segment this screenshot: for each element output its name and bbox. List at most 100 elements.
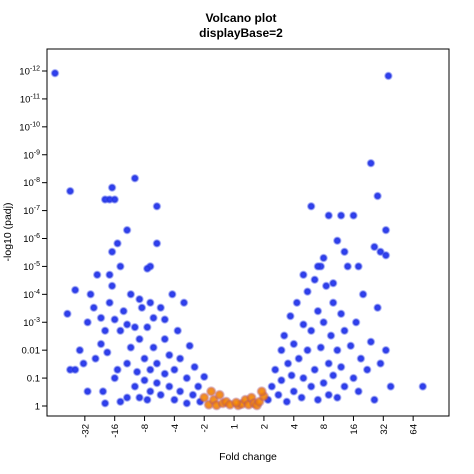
x-tick-label: 16 [349, 424, 360, 435]
data-point [182, 398, 192, 408]
data-point [145, 298, 155, 308]
x-tick-label: 32 [379, 424, 390, 435]
data-point [75, 345, 85, 355]
data-point [152, 378, 162, 388]
data-point [373, 303, 383, 313]
data-point [353, 386, 364, 396]
data-point [316, 342, 326, 353]
y-tick-label: 0.01 [22, 346, 41, 357]
data-point [115, 397, 125, 407]
data-point [310, 275, 320, 285]
data-point [139, 375, 150, 385]
data-point [112, 365, 123, 375]
data-point [107, 183, 117, 193]
data-point [339, 381, 350, 392]
data-point [107, 281, 117, 291]
data-point [294, 354, 304, 364]
data-point [306, 326, 316, 336]
data-point [190, 362, 200, 372]
data-point [302, 345, 313, 355]
data-point [285, 311, 295, 321]
data-point [152, 358, 162, 369]
data-point [336, 362, 346, 372]
data-point [83, 386, 93, 396]
x-tick-label: 1 [230, 424, 241, 429]
data-point [324, 390, 334, 400]
data-point [78, 358, 89, 369]
data-point [169, 395, 179, 405]
data-point [115, 326, 125, 336]
data-point [339, 326, 350, 336]
y-tick-label: 10-3 [23, 317, 40, 329]
data-point [306, 201, 316, 211]
data-point [381, 250, 391, 260]
x-tick-label: 8 [319, 424, 330, 429]
y-tick-label: 10-7 [23, 205, 40, 217]
data-point [152, 238, 162, 248]
density-core-point [205, 385, 217, 397]
data-point [353, 261, 364, 271]
data-point [156, 303, 166, 313]
data-point [276, 345, 286, 355]
y-tick-label: 0.1 [27, 374, 40, 385]
data-points [50, 68, 428, 411]
data-point [70, 365, 80, 375]
x-tick-label: 64 [409, 424, 420, 435]
data-point [110, 373, 120, 383]
data-point [98, 386, 108, 396]
data-point [96, 313, 106, 323]
data-point [182, 373, 192, 383]
data-point [321, 281, 331, 291]
density-core-point [214, 389, 226, 401]
data-point [351, 317, 361, 327]
data-point [297, 393, 307, 403]
y-tick-label: 10-11 [20, 93, 40, 105]
data-point [160, 314, 170, 325]
data-point [122, 225, 132, 235]
data-point [339, 247, 350, 257]
x-tick-label: 2 [259, 424, 270, 429]
data-point [102, 347, 112, 357]
data-point [375, 358, 386, 369]
data-point [362, 365, 372, 375]
y-tick-label: 10-8 [23, 177, 40, 189]
data-point [115, 261, 125, 271]
data-point [279, 331, 289, 341]
y-tick-label: 10-12 [19, 66, 40, 78]
data-point [298, 319, 308, 330]
data-point [175, 386, 185, 396]
y-axis: 1 0.1 0.01 10-3 10-4 10-5 10-6 10-7 10-8 10-9 10-1… [19, 66, 47, 413]
data-point [167, 289, 177, 299]
data-point [96, 339, 106, 349]
data-point [332, 393, 342, 403]
data-point [130, 322, 140, 332]
x-tick-label: -2 [200, 424, 211, 432]
data-point [145, 365, 155, 375]
data-point [313, 261, 323, 271]
x-tick-label: -4 [170, 424, 181, 432]
data-point [164, 350, 174, 360]
data-point [319, 378, 329, 388]
y-tick-label: 10-5 [23, 261, 40, 273]
data-point [313, 306, 323, 316]
data-point [137, 303, 147, 313]
x-tick-label: -32 [80, 424, 91, 438]
data-point [62, 309, 72, 319]
data-point [386, 381, 396, 392]
data-point [173, 326, 183, 336]
data-point [289, 339, 299, 349]
data-point [122, 358, 132, 369]
data-point [356, 354, 366, 364]
data-point [152, 201, 162, 211]
data-point [86, 289, 96, 299]
y-axis-label: -log10 (padj) [2, 203, 14, 262]
x-axis: -32 -16 -8 -4 -2 1 2 4 8 16 32 64 [80, 416, 420, 438]
y-tick-label: 10-4 [23, 289, 40, 301]
data-point [302, 287, 313, 297]
data-point [336, 210, 346, 221]
data-point [110, 314, 120, 325]
data-point [276, 375, 286, 385]
data-point [148, 313, 159, 323]
data-point [112, 238, 123, 248]
data-point [273, 390, 283, 400]
